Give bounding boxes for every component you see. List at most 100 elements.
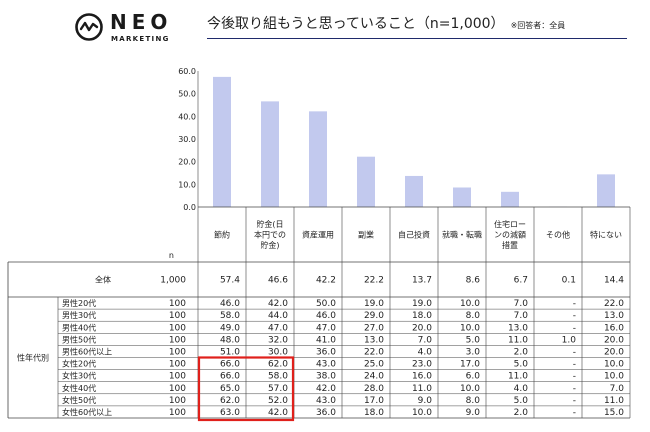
table-cell: 9.0 — [466, 408, 481, 418]
table-cell: 19.0 — [412, 299, 432, 309]
bar — [405, 175, 423, 207]
table-cell: 4.0 — [514, 384, 529, 394]
table-cell: 65.0 — [220, 384, 240, 394]
table-cell: 48.0 — [220, 335, 240, 345]
table-cell: 22.0 — [604, 299, 624, 309]
row-n: 100 — [169, 323, 186, 333]
table-cell: 8.0 — [466, 311, 481, 321]
row-n: 100 — [169, 384, 186, 394]
y-tick-label: 60.0 — [178, 67, 196, 76]
table-cell: 0.1 — [562, 276, 576, 286]
row-label: 男性40代 — [62, 322, 96, 332]
table-cell: 38.0 — [316, 372, 336, 382]
table-cell: 10.0 — [460, 323, 480, 333]
bar — [309, 111, 327, 207]
title-underline — [207, 38, 627, 39]
table-cell: 5.0 — [466, 335, 481, 345]
table-cell: 52.0 — [268, 396, 288, 406]
table-cell: 41.0 — [316, 335, 336, 345]
table-cell: 7.0 — [514, 311, 529, 321]
table-cell: 1.0 — [562, 335, 577, 345]
table-cell: 22.0 — [364, 347, 384, 357]
table-cell: 8.6 — [466, 276, 481, 286]
table-cell: 46.0 — [220, 299, 240, 309]
table-cell: - — [573, 360, 576, 370]
category-header: 貯金) — [260, 240, 279, 250]
y-tick-label: 40.0 — [178, 112, 196, 121]
table-cell: 5.0 — [514, 360, 529, 370]
table-cell: 7.0 — [514, 299, 529, 309]
row-n: 100 — [169, 299, 186, 309]
row-label: 男性60代以上 — [62, 346, 112, 356]
bar — [357, 156, 375, 207]
bar — [501, 191, 519, 207]
table-cell: 58.0 — [268, 372, 288, 382]
table-cell: 62.0 — [220, 396, 240, 406]
table-cell: 20.0 — [604, 347, 624, 357]
category-header: 節約 — [214, 230, 230, 240]
total-n: 1,000 — [160, 276, 186, 286]
title-note: ※回答者：全員 — [510, 21, 566, 30]
table-cell: 10.0 — [604, 360, 624, 370]
table-cell: - — [573, 311, 576, 321]
table-cell: 18.0 — [364, 408, 384, 418]
category-header: 特にない — [590, 230, 622, 240]
table-cell: 15.0 — [604, 408, 624, 418]
neo-marketing-logo: NEO MARKETING — [74, 10, 194, 50]
table-cell: 7.0 — [418, 335, 433, 345]
highlight-box — [197, 356, 295, 422]
table-cell: 47.0 — [268, 323, 288, 333]
table-cell: 42.2 — [316, 276, 336, 286]
y-tick-label: 10.0 — [178, 180, 196, 189]
table-cell: 46.0 — [316, 311, 336, 321]
row-label: 男性30代 — [62, 310, 96, 320]
table-cell: 13.0 — [364, 335, 384, 345]
category-header: 就職・転職 — [442, 230, 482, 240]
row-label: 女性50代 — [62, 395, 96, 405]
table-cell: 25.0 — [364, 360, 384, 370]
row-label: 男性20代 — [62, 298, 96, 308]
y-tick-label: 0.0 — [183, 203, 196, 212]
table-cell: - — [573, 347, 576, 357]
table-cell: 47.0 — [316, 323, 336, 333]
table-cell: 10.0 — [604, 372, 624, 382]
bar — [453, 187, 471, 207]
row-label: 男性50代 — [62, 334, 96, 344]
table-cell: 17.0 — [460, 360, 480, 370]
table-cell: 63.0 — [220, 408, 240, 418]
table-cell: 3.0 — [466, 347, 481, 357]
table-cell: 42.0 — [268, 408, 288, 418]
bar — [261, 101, 279, 207]
row-n: 100 — [169, 396, 186, 406]
row-n: 100 — [169, 311, 186, 321]
table-cell: - — [573, 323, 576, 333]
table-cell: 9.0 — [418, 396, 433, 406]
table-cell: 17.0 — [364, 396, 384, 406]
table-cell: 10.0 — [460, 299, 480, 309]
table-cell: 36.0 — [316, 347, 336, 357]
table-cell: 20.0 — [604, 335, 624, 345]
table-cell: 44.0 — [268, 311, 288, 321]
table-cell: 18.0 — [412, 311, 432, 321]
table-cell: 30.0 — [268, 347, 288, 357]
table-cell: 2.0 — [514, 408, 529, 418]
table-cell: 11.0 — [604, 396, 624, 406]
table-cell: 5.0 — [514, 396, 529, 406]
row-n: 100 — [169, 347, 186, 357]
table-cell: 20.0 — [412, 323, 432, 333]
title-text: 今後取り組もうと思っていること（n=1,000） — [207, 16, 505, 32]
table-cell: - — [573, 299, 576, 309]
bar — [597, 174, 615, 207]
row-label: 女性40代 — [62, 383, 96, 393]
table-cell: 10.0 — [412, 408, 432, 418]
table-cell: 10.0 — [460, 384, 480, 394]
bar — [213, 76, 231, 207]
table-cell: 27.0 — [364, 323, 384, 333]
table-cell: 23.0 — [412, 360, 432, 370]
row-n: 100 — [169, 335, 186, 345]
n-header: n — [169, 251, 174, 260]
table-cell: 13.0 — [604, 311, 624, 321]
table-cell: 24.0 — [364, 372, 384, 382]
category-header: 副業 — [358, 230, 374, 240]
